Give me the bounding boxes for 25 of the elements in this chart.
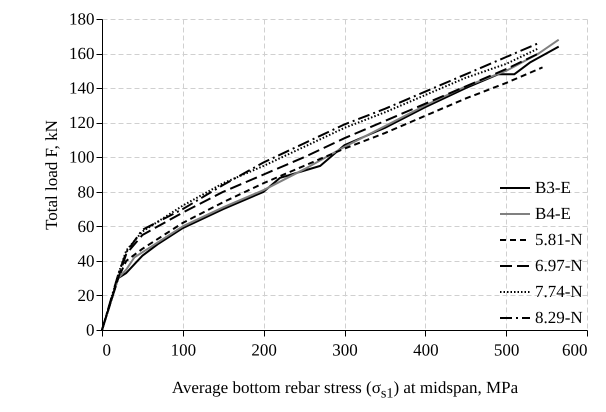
x-tick-label: 200 [251,340,277,360]
legend-label: 7.74-N [535,282,583,301]
x-tick-label: 600 [562,340,588,360]
y-axis-title: Total load F, kN [42,120,61,230]
y-tick-label: 120 [69,113,94,132]
y-tick-label: 20 [78,286,94,305]
y-tick-label: 80 [78,182,94,202]
x-tick-label: 300 [332,340,358,360]
y-tick-label: 140 [69,78,94,98]
x-tick-label: 400 [413,340,439,360]
y-tick-label: 180 [69,10,94,28]
y-tick-label: 100 [69,148,94,167]
legend-label: 6.97-N [535,256,583,275]
y-tick-label: 60 [78,216,94,236]
legend-label: 5.81-N [535,230,583,249]
x-tick-label: 500 [494,340,520,360]
legend-label: B3-E [535,178,571,197]
x-tick-label: 0 [102,340,111,360]
y-tick-label: 40 [78,251,94,270]
x-axis-title: Average bottom rebar stress (σ$_{s1}$) at midspan, MPa [170,378,520,402]
legend-label: 8.29-N [535,308,583,327]
y-tick-label: 0 [86,320,94,340]
y-tick-label: 160 [69,44,94,64]
x-tick-label: 100 [170,340,196,360]
legend-label: B4-E [535,204,571,223]
